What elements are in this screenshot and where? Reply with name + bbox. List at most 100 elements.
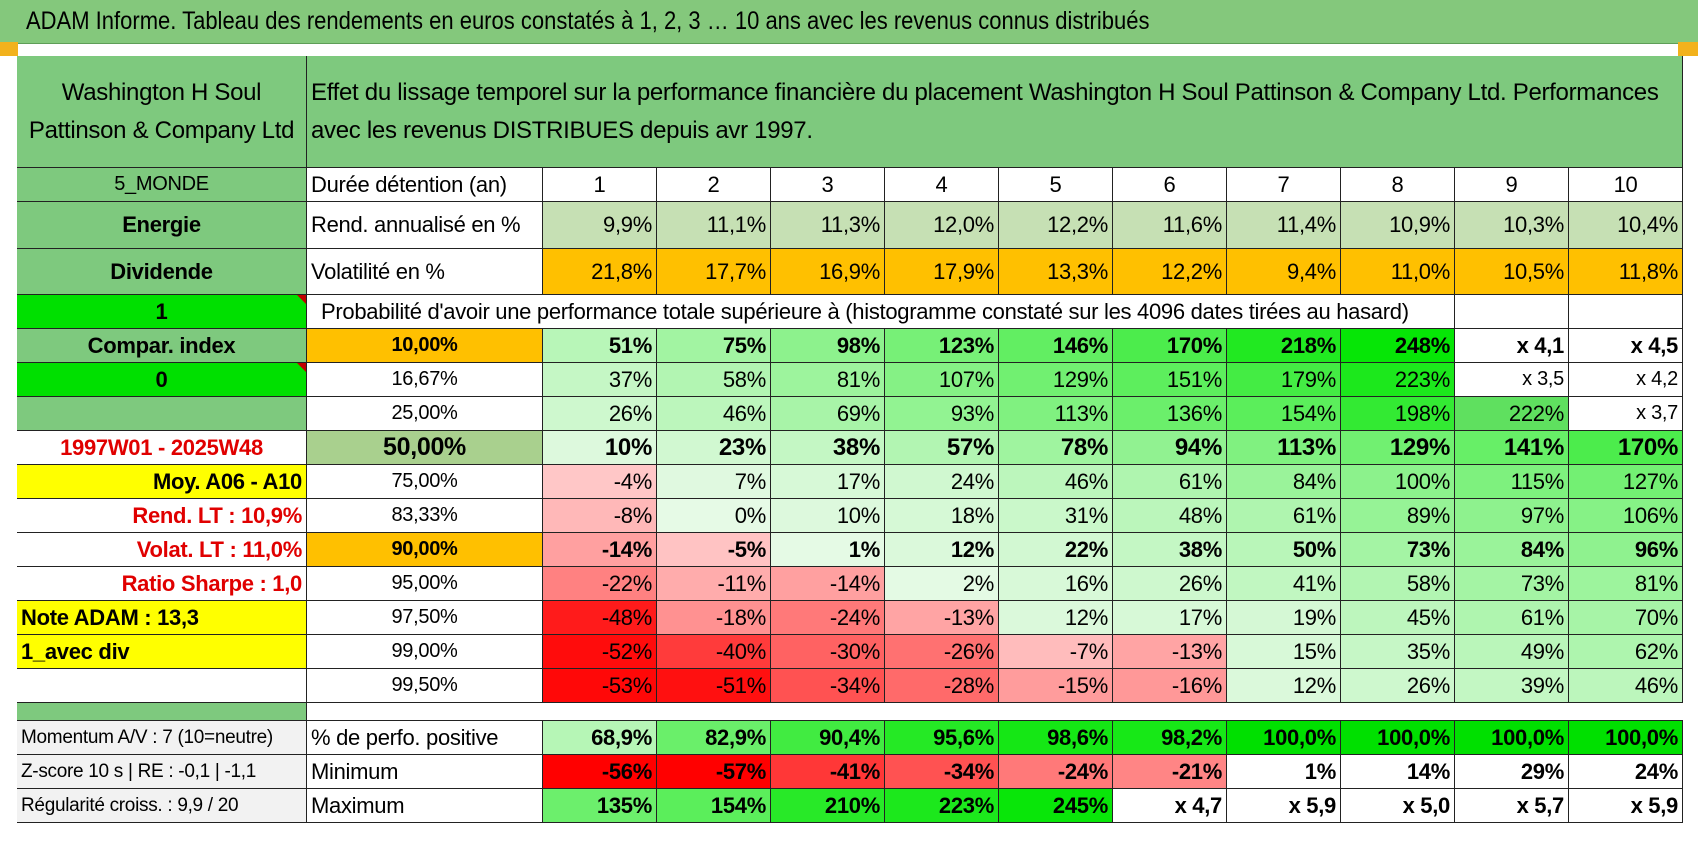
probability-value: -34%: [771, 669, 885, 703]
percentile-label: 83,33%: [307, 499, 543, 533]
probability-value: 96%: [1569, 533, 1683, 567]
probability-value: -13%: [885, 601, 999, 635]
probability-value: 12%: [999, 601, 1113, 635]
maximum-label: Maximum: [307, 789, 543, 823]
probability-value: 136%: [1113, 397, 1227, 431]
probability-value: -5%: [657, 533, 771, 567]
probability-value: 179%: [1227, 363, 1341, 397]
probability-value: 46%: [657, 397, 771, 431]
minimum-value: -56%: [543, 755, 657, 789]
probability-value: 48%: [1113, 499, 1227, 533]
positive-value: 98,6%: [999, 721, 1113, 755]
probability-value: 127%: [1569, 465, 1683, 499]
percentile-label: 50,00%: [307, 431, 543, 465]
probability-value: -4%: [543, 465, 657, 499]
probability-value: -40%: [657, 635, 771, 669]
probability-value: 84%: [1227, 465, 1341, 499]
minimum-value: -41%: [771, 755, 885, 789]
probability-value: 170%: [1569, 431, 1683, 465]
probability-value: 26%: [543, 397, 657, 431]
probability-value: 248%: [1341, 329, 1455, 363]
side-empty: [17, 669, 307, 703]
positive-value: 82,9%: [657, 721, 771, 755]
positive-value: 100,0%: [1455, 721, 1569, 755]
probability-header: Probabilité d'avoir une performance tota…: [307, 295, 1455, 329]
probability-value: x 3,7: [1569, 397, 1683, 431]
empty-cell: [1569, 295, 1683, 329]
probability-value: -15%: [999, 669, 1113, 703]
annual-return-value: 11,4%: [1227, 202, 1341, 249]
probability-value: x 4,5: [1569, 329, 1683, 363]
sector-label: Energie: [17, 202, 307, 249]
company-name: Washington H Soul Pattinson & Company Lt…: [17, 56, 307, 168]
momentum-label: Momentum A/V : 7 (10=neutre): [17, 721, 307, 755]
probability-value: 38%: [771, 431, 885, 465]
probability-value: x 3,5: [1455, 363, 1569, 397]
positive-value: 68,9%: [543, 721, 657, 755]
probability-value: x 4,1: [1455, 329, 1569, 363]
probability-value: x 4,2: [1569, 363, 1683, 397]
sheet-marker-right: [1678, 42, 1698, 56]
probability-value: 223%: [1341, 363, 1455, 397]
probability-value: -51%: [657, 669, 771, 703]
probability-value: 46%: [1569, 669, 1683, 703]
probability-value: -16%: [1113, 669, 1227, 703]
table-description: Effet du lissage temporel sur la perform…: [307, 56, 1683, 168]
percentile-label: 99,50%: [307, 669, 543, 703]
probability-value: 81%: [771, 363, 885, 397]
probability-value: -14%: [771, 567, 885, 601]
probability-value: -26%: [885, 635, 999, 669]
probability-value: 12%: [885, 533, 999, 567]
maximum-value: x 5,9: [1227, 789, 1341, 823]
probability-value: 16%: [999, 567, 1113, 601]
probability-value: 123%: [885, 329, 999, 363]
minimum-value: 1%: [1227, 755, 1341, 789]
probability-value: 17%: [1113, 601, 1227, 635]
maximum-value: x 5,7: [1455, 789, 1569, 823]
type-label: Dividende: [17, 249, 307, 295]
probability-value: 22%: [999, 533, 1113, 567]
side-note: Note ADAM : 13,3: [17, 601, 307, 635]
probability-value: -48%: [543, 601, 657, 635]
probability-value: 7%: [657, 465, 771, 499]
probability-value: -24%: [771, 601, 885, 635]
annual-return-value: 11,6%: [1113, 202, 1227, 249]
annual-return-value: 11,1%: [657, 202, 771, 249]
probability-value: 89%: [1341, 499, 1455, 533]
minimum-value: -21%: [1113, 755, 1227, 789]
probability-value: 113%: [1227, 431, 1341, 465]
probability-value: 69%: [771, 397, 885, 431]
page-title: ADAM Informe. Tableau des rendements en …: [26, 7, 1150, 35]
probability-value: 12%: [1227, 669, 1341, 703]
probability-value: -30%: [771, 635, 885, 669]
positive-value: 100,0%: [1227, 721, 1341, 755]
probability-value: 1%: [771, 533, 885, 567]
side-empty: [17, 397, 307, 431]
flag-1: 1: [17, 295, 307, 329]
probability-value: 141%: [1455, 431, 1569, 465]
probability-value: -14%: [543, 533, 657, 567]
probability-value: 58%: [657, 363, 771, 397]
maximum-value: 223%: [885, 789, 999, 823]
probability-value: 23%: [657, 431, 771, 465]
probability-value: 84%: [1455, 533, 1569, 567]
probability-value: 81%: [1569, 567, 1683, 601]
maximum-value: 135%: [543, 789, 657, 823]
probability-value: 51%: [543, 329, 657, 363]
year-header: 7: [1227, 168, 1341, 202]
probability-value: 15%: [1227, 635, 1341, 669]
maximum-value: x 5,0: [1341, 789, 1455, 823]
probability-value: 18%: [885, 499, 999, 533]
year-header: 9: [1455, 168, 1569, 202]
volatility-value: 21,8%: [543, 249, 657, 295]
title-banner: ADAM Informe. Tableau des rendements en …: [0, 0, 1698, 44]
volatility-value: 17,9%: [885, 249, 999, 295]
probability-value: 115%: [1455, 465, 1569, 499]
minimum-label: Minimum: [307, 755, 543, 789]
probability-value: 61%: [1227, 499, 1341, 533]
percentile-label: 97,50%: [307, 601, 543, 635]
percentile-label: 25,00%: [307, 397, 543, 431]
annual-return-value: 9,9%: [543, 202, 657, 249]
positive-value: 98,2%: [1113, 721, 1227, 755]
year-header: 6: [1113, 168, 1227, 202]
